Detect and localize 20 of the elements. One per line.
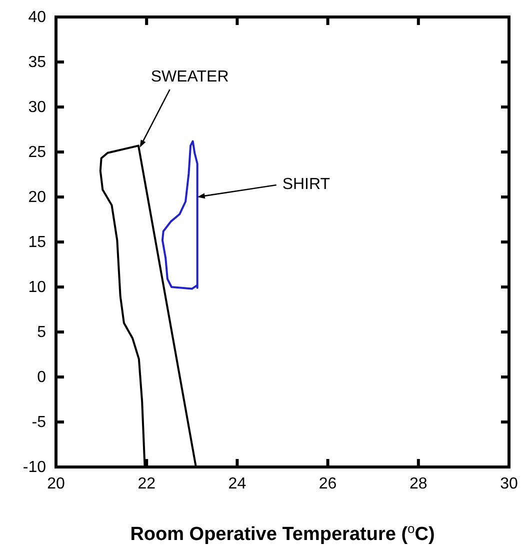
line-series xyxy=(161,140,198,290)
annotation: SHIRT xyxy=(282,176,330,194)
x-tick-label: 24 xyxy=(228,475,246,492)
y-tick-label: 5 xyxy=(37,324,46,342)
y-tick-label: 35 xyxy=(28,54,46,72)
y-tick-label: 40 xyxy=(28,9,46,26)
x-tick-label: 28 xyxy=(410,475,428,492)
x-tick-label: 30 xyxy=(500,475,518,492)
y-tick-label: 15 xyxy=(28,234,46,252)
y-tick-label: 0 xyxy=(37,369,46,386)
y-tick-label: -5 xyxy=(32,414,46,432)
annotation: SWEATER xyxy=(150,68,229,86)
y-tick-label: 30 xyxy=(28,99,46,116)
y-tick-label: -10 xyxy=(22,459,46,476)
y-tick-label: 25 xyxy=(28,144,46,162)
y-tick-label: 10 xyxy=(28,279,46,296)
x-tick-label: 22 xyxy=(138,475,156,492)
y-tick-label: 20 xyxy=(28,189,46,206)
x-axis-title: Room Operative Temperature ($^{o}$C) xyxy=(130,520,435,545)
x-tick-label: 26 xyxy=(318,475,337,492)
